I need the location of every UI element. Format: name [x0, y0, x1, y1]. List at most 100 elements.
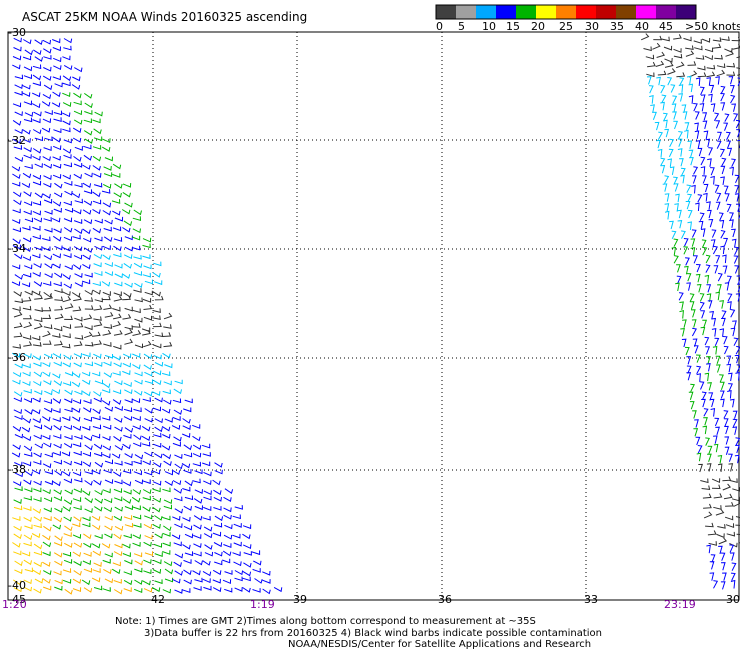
wind-barb [104, 262, 113, 268]
wind-barb [184, 480, 193, 487]
wind-barb [122, 191, 131, 198]
wind-barb [54, 340, 63, 346]
wind-barb [679, 301, 684, 310]
wind-barb [33, 381, 42, 387]
wind-barb [54, 82, 63, 88]
wind-barb [54, 470, 63, 477]
wind-barb [730, 309, 736, 318]
wind-barb [11, 452, 21, 458]
wind-barb [144, 290, 153, 296]
legend-swatch [516, 5, 537, 19]
wind-barb [33, 317, 43, 323]
wind-barb [54, 182, 63, 189]
wind-barb [696, 264, 701, 273]
wind-barb [154, 533, 163, 539]
wind-barb [93, 443, 103, 450]
wind-barb [132, 330, 142, 336]
wind-barb [113, 192, 122, 198]
wind-barb [62, 506, 71, 512]
wind-barb [703, 511, 713, 519]
wind-barb [141, 441, 151, 447]
wind-barb [134, 282, 143, 288]
wind-barb [664, 193, 670, 202]
wind-barb [657, 131, 663, 141]
wind-barb [702, 425, 708, 435]
wind-barb [734, 354, 740, 364]
wind-barb [174, 463, 183, 470]
wind-barb [94, 379, 103, 385]
wind-barb [53, 128, 62, 134]
wind-barb [111, 453, 121, 459]
wind-barb [92, 424, 102, 430]
wind-barb [154, 579, 163, 585]
wind-barb [184, 398, 193, 404]
wind-barb [52, 136, 61, 143]
wind-barb [717, 524, 726, 529]
wind-barb [122, 552, 131, 558]
wind-barb [164, 363, 173, 369]
wind-barb [729, 552, 735, 561]
wind-barb [93, 182, 103, 188]
legend-swatch [616, 5, 637, 19]
wind-barb [124, 325, 133, 330]
wind-barb [14, 472, 24, 478]
wind-barb [702, 175, 707, 184]
wind-barb [112, 210, 121, 216]
wind-barb [23, 445, 33, 452]
lat-label: -34 [8, 242, 26, 255]
wind-barb [720, 562, 726, 571]
wind-barb [732, 426, 738, 435]
wind-barb [22, 381, 31, 387]
wind-barb [720, 230, 726, 239]
wind-barb [730, 579, 736, 589]
wind-barb [143, 364, 152, 371]
wind-barb [194, 505, 203, 511]
wind-barb [718, 537, 728, 545]
wind-barb [686, 282, 691, 291]
wind-barb [12, 119, 22, 126]
wind-barb [173, 409, 183, 415]
wind-barb [711, 229, 717, 238]
wind-barb [686, 273, 692, 282]
wind-barb [719, 390, 725, 399]
wind-barb [11, 166, 21, 172]
wind-barb [727, 293, 733, 302]
wind-barb [24, 164, 33, 169]
wind-barb [82, 516, 91, 522]
wind-barb [43, 183, 52, 188]
wind-barb [214, 515, 224, 522]
wind-barb [122, 183, 132, 188]
wind-barb [152, 291, 161, 297]
wind-barb [697, 445, 703, 454]
wind-barb [693, 255, 698, 264]
wind-barb [661, 94, 667, 103]
wind-barb [143, 541, 152, 547]
wind-barb [34, 307, 43, 312]
wind-barb [91, 524, 101, 531]
wind-barb [23, 579, 32, 585]
wind-barb [151, 391, 161, 396]
wind-barb [677, 138, 683, 147]
wind-barb [720, 245, 725, 255]
wind-barb [112, 313, 122, 320]
wind-barb [728, 463, 734, 472]
wind-barb [736, 67, 740, 69]
wind-barb [13, 311, 23, 318]
wind-barb [82, 522, 91, 528]
wind-barb [706, 463, 712, 472]
wind-barb [694, 45, 703, 51]
wind-barb [122, 362, 131, 368]
wind-barb [113, 291, 122, 297]
wind-barb [34, 192, 44, 199]
wind-barb [655, 60, 665, 67]
wind-barb [705, 254, 711, 264]
wind-barb [722, 483, 732, 491]
wind-barb [243, 562, 252, 568]
wind-barb [42, 578, 51, 584]
wind-barb [709, 572, 715, 581]
wind-barb [32, 175, 42, 180]
wind-barb [701, 37, 711, 43]
wind-barb [708, 147, 714, 156]
wind-barb [162, 433, 171, 439]
wind-barb [152, 406, 161, 412]
